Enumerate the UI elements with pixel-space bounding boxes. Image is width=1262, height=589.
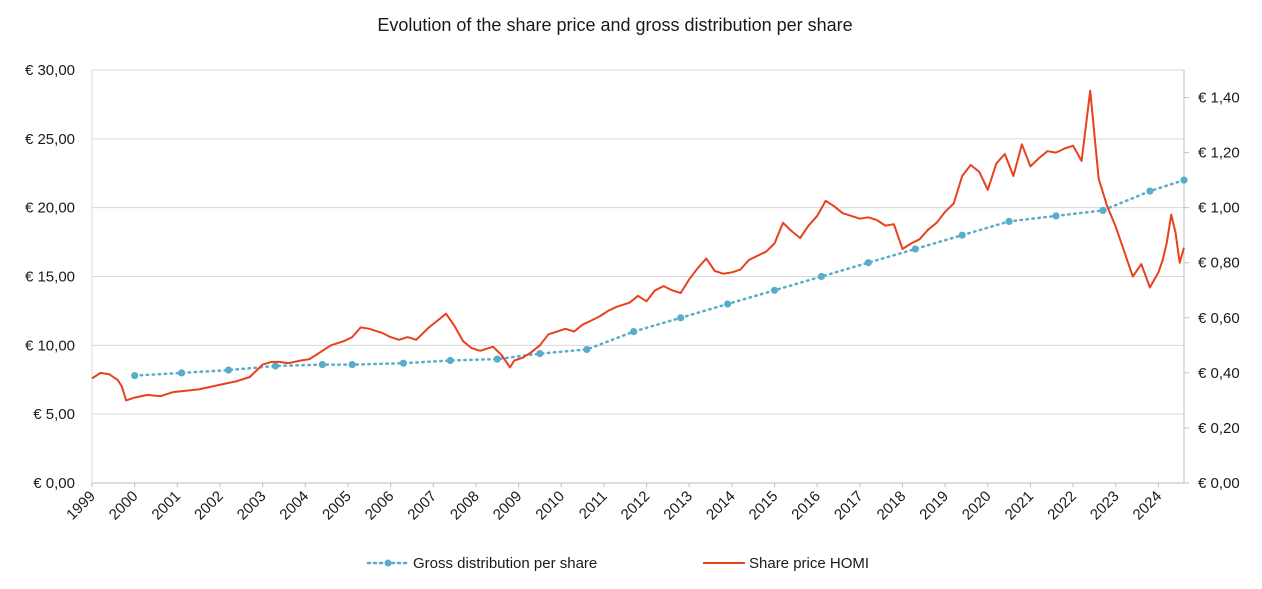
x-tick-label: 2012 bbox=[618, 488, 654, 524]
x-tick-label: 2023 bbox=[1087, 488, 1123, 524]
right-tick-label: € 0,40 bbox=[1198, 365, 1240, 382]
data-point-distribution bbox=[911, 245, 919, 253]
data-point-distribution bbox=[348, 361, 356, 369]
x-tick-label: 2008 bbox=[447, 488, 483, 524]
data-point-distribution bbox=[178, 369, 186, 377]
x-tick-label: 2019 bbox=[916, 488, 952, 524]
data-point-distribution bbox=[630, 328, 638, 336]
data-point-distribution bbox=[271, 362, 279, 370]
left-axis-ticks: € 0,00 € 5,00 € 10,00 € 15,00 € 20,00 € 25,00… bbox=[25, 62, 75, 492]
data-point-distribution bbox=[677, 314, 685, 322]
data-point-distribution bbox=[1180, 176, 1188, 184]
x-tick-label: 2006 bbox=[362, 488, 398, 524]
x-tick-label: 2002 bbox=[191, 488, 227, 524]
data-point-distribution bbox=[318, 361, 326, 369]
x-tick-label: 2016 bbox=[788, 488, 824, 524]
left-tick-label: € 5,00 bbox=[33, 406, 75, 423]
x-tick-label: 2017 bbox=[831, 488, 867, 524]
series-line-share-price bbox=[91, 89, 1185, 402]
series-line-distribution bbox=[133, 178, 1186, 377]
x-tick-label: 1999 bbox=[63, 488, 99, 524]
right-tick-label: € 0,00 bbox=[1198, 475, 1240, 492]
x-axis-ticks: 1999 2000 2001 2002 2003 2004 2005 2006 2007 2008… bbox=[63, 488, 1165, 524]
data-point-distribution bbox=[770, 286, 779, 294]
legend-marker-distribution bbox=[384, 559, 392, 567]
data-point-distribution bbox=[1005, 217, 1013, 225]
right-tick-label: € 0,20 bbox=[1198, 420, 1240, 437]
x-tick-label: 2018 bbox=[874, 488, 910, 524]
data-point-distribution bbox=[583, 345, 591, 354]
data-point-distribution bbox=[131, 372, 139, 380]
x-tick-label: 2009 bbox=[490, 488, 526, 524]
x-tick-label: 2010 bbox=[532, 488, 568, 524]
data-point-distribution bbox=[1146, 187, 1154, 195]
right-tick-label: € 1,00 bbox=[1198, 200, 1240, 217]
x-tick-label: 2011 bbox=[576, 488, 611, 523]
right-tick-label: € 0,60 bbox=[1198, 310, 1240, 327]
data-point-distribution bbox=[493, 355, 501, 363]
right-tick-label: € 1,20 bbox=[1198, 145, 1240, 162]
data-point-distribution bbox=[864, 259, 872, 267]
series bbox=[91, 89, 1188, 402]
legend-label-share-price: Share price HOMI bbox=[749, 555, 869, 572]
data-point-distribution bbox=[1099, 206, 1107, 214]
left-tick-label: € 20,00 bbox=[25, 200, 75, 217]
gridlines bbox=[92, 69, 1184, 415]
x-tick-label: 2015 bbox=[746, 488, 782, 524]
legend: Gross distribution per share Share price… bbox=[366, 555, 869, 572]
x-tick-label: 2013 bbox=[660, 488, 696, 524]
x-tick-label: 2020 bbox=[959, 488, 995, 524]
x-tick-label: 2005 bbox=[319, 488, 355, 524]
right-tick-label: € 1,40 bbox=[1198, 90, 1240, 107]
legend-label-distribution: Gross distribution per share bbox=[413, 555, 597, 572]
x-tick-label: 2014 bbox=[703, 488, 739, 524]
data-point-distribution bbox=[1052, 212, 1060, 220]
data-point-distribution bbox=[399, 359, 407, 367]
data-point-distribution bbox=[536, 350, 544, 358]
x-tick-label: 2000 bbox=[106, 488, 142, 524]
left-tick-label: € 25,00 bbox=[25, 131, 75, 148]
axes bbox=[91, 70, 1189, 487]
x-tick-label: 2024 bbox=[1130, 488, 1166, 524]
x-tick-label: 2004 bbox=[276, 488, 312, 524]
left-tick-label: € 30,00 bbox=[25, 62, 75, 79]
right-axis-ticks: € 0,00 € 0,20 € 0,40 € 0,60 € 0,80 € 1,00 € 1,… bbox=[1198, 90, 1240, 492]
right-tick-label: € 0,80 bbox=[1198, 255, 1240, 272]
data-point-distribution bbox=[224, 366, 233, 374]
left-tick-label: € 15,00 bbox=[25, 269, 75, 286]
left-tick-label: € 0,00 bbox=[33, 475, 75, 492]
chart-title: Evolution of the share price and gross d… bbox=[377, 15, 852, 35]
x-tick-label: 2007 bbox=[404, 488, 440, 524]
x-tick-label: 2001 bbox=[149, 488, 185, 524]
data-point-distribution bbox=[817, 272, 826, 281]
x-tick-label: 2003 bbox=[234, 488, 270, 524]
data-point-distribution bbox=[724, 300, 732, 308]
left-tick-label: € 10,00 bbox=[25, 337, 75, 354]
x-tick-label: 2022 bbox=[1044, 488, 1080, 524]
data-point-distribution bbox=[446, 356, 454, 365]
x-tick-label: 2021 bbox=[1002, 488, 1038, 524]
data-point-distribution bbox=[958, 231, 966, 239]
